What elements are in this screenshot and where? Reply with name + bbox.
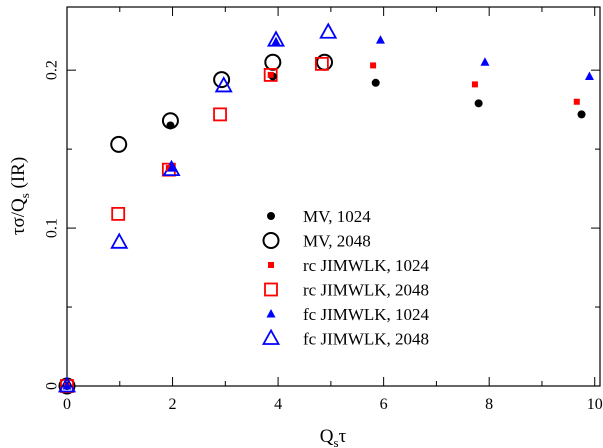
x-tick-label: 4 xyxy=(274,396,282,413)
data-point xyxy=(474,99,483,108)
y-tick-label: 0.2 xyxy=(44,60,61,80)
y-tick-label: 0 xyxy=(44,382,61,390)
legend-label: fc JIMWLK, 2048 xyxy=(303,330,429,349)
series-3 xyxy=(60,56,329,393)
ticks xyxy=(66,7,600,387)
x-axis-label-tail: τ xyxy=(339,426,347,447)
data-point xyxy=(214,76,233,93)
data-point xyxy=(111,206,126,221)
data-point xyxy=(213,107,227,122)
data-point xyxy=(264,53,282,71)
data-point xyxy=(213,71,231,89)
y-axis-label-subscript: s xyxy=(17,193,32,198)
data-point xyxy=(271,36,281,46)
legend-marker xyxy=(268,262,274,268)
data-point xyxy=(480,57,490,66)
legend-label: rc JIMWLK, 1024 xyxy=(303,256,430,275)
legend-marker xyxy=(267,212,275,220)
data-points xyxy=(57,22,594,395)
y-axis-label: τσ/Qs (IR) xyxy=(8,157,32,235)
plot-frame xyxy=(66,6,601,387)
data-point xyxy=(314,56,329,71)
data-point xyxy=(266,30,286,47)
data-point xyxy=(584,71,594,80)
data-point xyxy=(62,381,72,390)
x-tick-label: 0 xyxy=(63,396,71,413)
data-point xyxy=(573,98,580,105)
legend: MV, 1024 MV, 2048 rc JIMWLK, 1024 rc JIMWLK… xyxy=(261,207,430,349)
legend-label: rc JIMWLK, 2048 xyxy=(303,281,429,300)
legend-label: MV, 2048 xyxy=(303,232,371,251)
y-tick-label: 0.1 xyxy=(44,218,61,238)
legend-marker xyxy=(262,232,280,249)
series-4 xyxy=(62,35,594,390)
data-point xyxy=(166,163,176,172)
series-5 xyxy=(57,22,338,393)
x-tick-label: 2 xyxy=(169,396,177,413)
x-axis-label-main: Q xyxy=(320,426,334,447)
data-point xyxy=(263,68,278,82)
data-point xyxy=(267,71,274,78)
data-point xyxy=(110,232,129,249)
series-1 xyxy=(58,53,334,395)
legend-label: fc JIMWLK, 1024 xyxy=(303,305,430,324)
y-axis-label-main: τσ/Q xyxy=(8,198,29,235)
x-tick-label: 6 xyxy=(380,396,388,413)
x-tick-label: 8 xyxy=(485,396,493,413)
x-axis-label: Qsτ xyxy=(320,426,347,448)
tick-labels: 0 2 4 6 8 10 0 0.1 0.2 xyxy=(44,60,603,413)
x-axis-label-subscript: s xyxy=(334,435,339,448)
legend-label: MV, 1024 xyxy=(303,207,371,226)
data-point xyxy=(166,121,175,130)
data-point xyxy=(375,35,385,44)
data-point xyxy=(370,62,377,69)
legend-marker xyxy=(261,328,281,345)
data-point xyxy=(110,135,128,153)
data-point xyxy=(371,78,380,87)
y-axis-label-tail: (IR) xyxy=(8,157,29,193)
data-point xyxy=(577,110,586,119)
data-point xyxy=(471,81,478,88)
x-tick-label: 10 xyxy=(587,396,603,413)
data-point xyxy=(319,22,338,39)
legend-marker xyxy=(266,309,276,318)
legend-marker xyxy=(264,282,278,297)
